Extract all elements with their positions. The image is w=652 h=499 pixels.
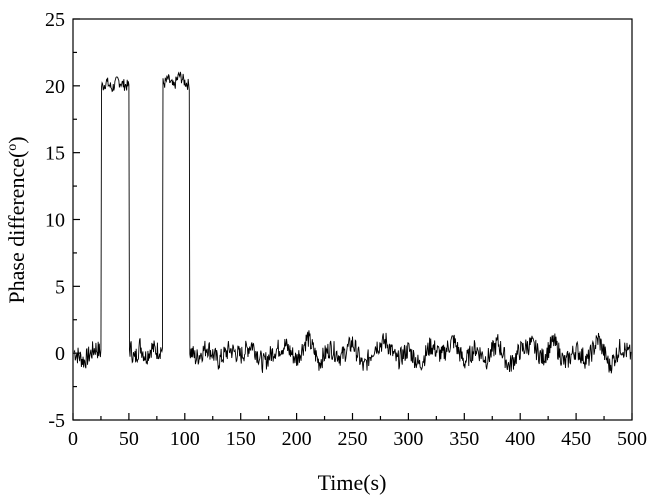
y-tick-label: 20 — [45, 76, 65, 98]
tick-labels: 0 50 100 150 200 250 300 350 400 450 500-505101520… — [45, 9, 647, 450]
x-tick-label: 150 — [226, 428, 256, 450]
y-tick-label: 0 — [55, 343, 65, 365]
y-axis-title: Phase difference(o) — [4, 136, 29, 303]
x-tick-label: 350 — [449, 428, 479, 450]
x-tick-label: 450 — [561, 428, 591, 450]
x-tick-label: 50 — [119, 428, 139, 450]
x-tick-label: 100 — [170, 428, 200, 450]
y-tick-label: 5 — [55, 276, 65, 298]
y-tick-label: 25 — [45, 9, 65, 31]
x-tick-label: 400 — [505, 428, 535, 450]
x-tick-label: 200 — [282, 428, 312, 450]
plot-frame — [72, 18, 633, 421]
axis-ticks — [72, 18, 633, 421]
y-tick-label: 15 — [45, 143, 65, 165]
phase-difference-series-line — [73, 71, 632, 374]
x-tick-label: 300 — [393, 428, 423, 450]
y-tick-label: -5 — [48, 410, 65, 432]
x-axis-title: Time(s) — [318, 470, 387, 495]
y-tick-label: 10 — [45, 210, 65, 232]
x-tick-label: 0 — [68, 428, 78, 450]
x-tick-label: 500 — [617, 428, 647, 450]
x-tick-label: 250 — [338, 428, 368, 450]
